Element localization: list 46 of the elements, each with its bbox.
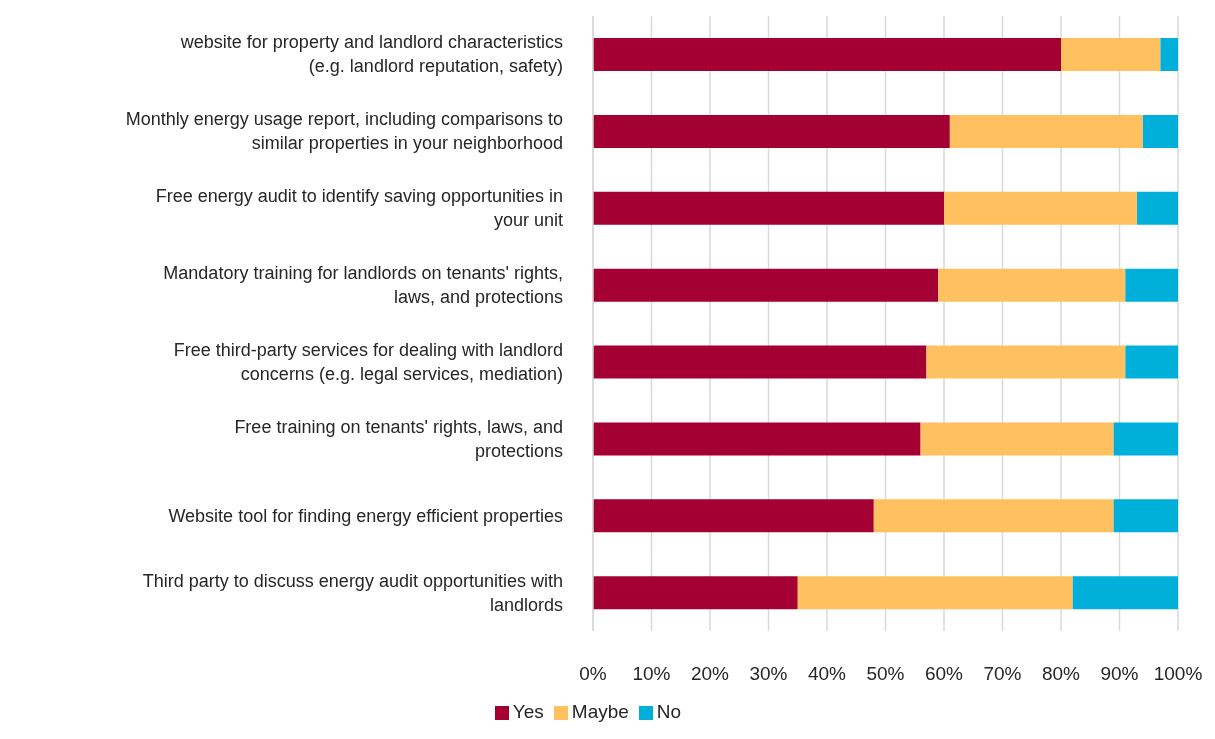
y-tick-label: Free energy audit to identify saving opportunities in your unit: [155, 186, 563, 231]
x-tick-label: 50%: [866, 663, 905, 685]
bar: [593, 38, 1061, 71]
bar: [1061, 38, 1161, 71]
bar: [1113, 499, 1178, 533]
x-tick-label: 90%: [1100, 663, 1139, 685]
bar: [926, 345, 1126, 379]
y-tick-label: Third party to discuss energy audit opportunities with landlords: [142, 570, 563, 615]
bar: [949, 114, 1143, 148]
bar: [593, 268, 939, 302]
bar: [593, 191, 944, 225]
bar: [593, 499, 874, 533]
y-tick-label: Monthly energy usage report, including comparisons to similar properties in your neighborhood: [125, 109, 563, 154]
y-tick-label: Website tool for finding energy efficient properties: [168, 505, 563, 526]
bar: [593, 422, 921, 456]
legend-label: Maybe: [571, 701, 629, 722]
bar: [1125, 268, 1178, 302]
x-tick-label: 30%: [749, 663, 788, 685]
bar: [1160, 38, 1178, 71]
x-tick-label: 10%: [632, 663, 671, 685]
bar: [1142, 114, 1178, 148]
x-tick-label: 100%: [1153, 663, 1203, 685]
legend-label: Yes: [512, 701, 544, 722]
bar: [593, 114, 950, 148]
x-tick-label: 70%: [983, 663, 1022, 685]
x-tick-label: 20%: [690, 663, 730, 685]
x-tick-label: 60%: [924, 663, 964, 685]
y-tick-label: Free third-party services for dealing with landlord concerns (e.g. legal services, mediation): [173, 339, 563, 384]
y-tick-label: website for property and landlord characteristics (e.g. landlord reputation, safety): [179, 32, 563, 77]
bar: [1113, 422, 1178, 456]
bar: [593, 576, 798, 610]
bar: [920, 422, 1114, 456]
bar: [944, 191, 1138, 225]
x-tick-label: 40%: [807, 663, 847, 685]
bar: [593, 345, 927, 379]
bar: [938, 268, 1126, 302]
x-tick-label: 80%: [1041, 663, 1081, 685]
y-tick-label: Mandatory training for landlords on tenants' rights, laws, and protections: [163, 263, 563, 308]
bar: [1125, 345, 1178, 379]
bar: [1072, 576, 1178, 610]
x-tick-label: 0%: [579, 663, 607, 685]
bar: [797, 576, 1073, 610]
bar: [1137, 191, 1178, 225]
bar: [873, 499, 1114, 533]
legend-label: No: [656, 701, 682, 722]
y-tick-label: Free training on tenants' rights, laws, and protections: [234, 416, 563, 461]
